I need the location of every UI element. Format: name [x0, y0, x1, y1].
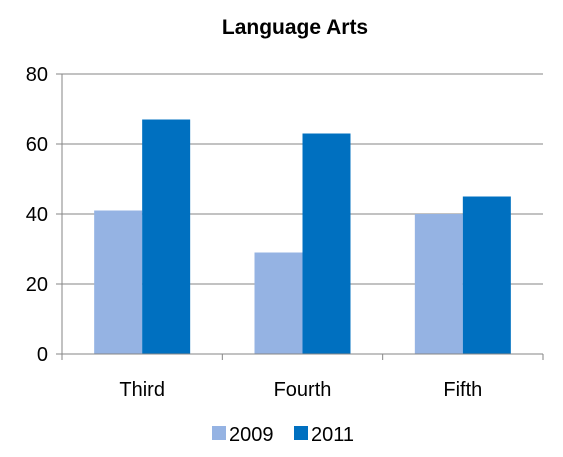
x-axis-tick-labels: Third Fourth Fifth [119, 379, 482, 401]
bar-2009-third [94, 210, 143, 354]
chart-title: Language Arts [222, 16, 368, 39]
legend: 2009 2011 [212, 424, 354, 446]
y-axis-tick-labels: 0 20 40 60 80 [26, 64, 48, 366]
bar-2011-fifth [462, 196, 511, 354]
y-tick-label: 0 [37, 344, 48, 366]
legend-swatch-2009 [212, 426, 226, 440]
y-tick-label: 60 [26, 134, 48, 156]
bar-2011-third [142, 119, 191, 354]
y-tick-label: 80 [26, 64, 48, 86]
x-tick-label-fourth: Fourth [274, 379, 332, 401]
x-tick-label-third: Third [119, 379, 165, 401]
bar-2009-fifth [414, 214, 463, 354]
legend-label-2009: 2009 [229, 424, 274, 446]
bar-2011-fourth [302, 133, 351, 354]
legend-label-2011: 2011 [311, 424, 354, 446]
x-tick-label-fifth: Fifth [443, 379, 482, 401]
axes [56, 73, 544, 360]
legend-swatch-2011 [294, 426, 308, 440]
y-tick-label: 40 [26, 204, 48, 226]
bars [94, 119, 511, 354]
y-tick-label: 20 [26, 274, 48, 296]
bar-2009-fourth [254, 252, 303, 354]
